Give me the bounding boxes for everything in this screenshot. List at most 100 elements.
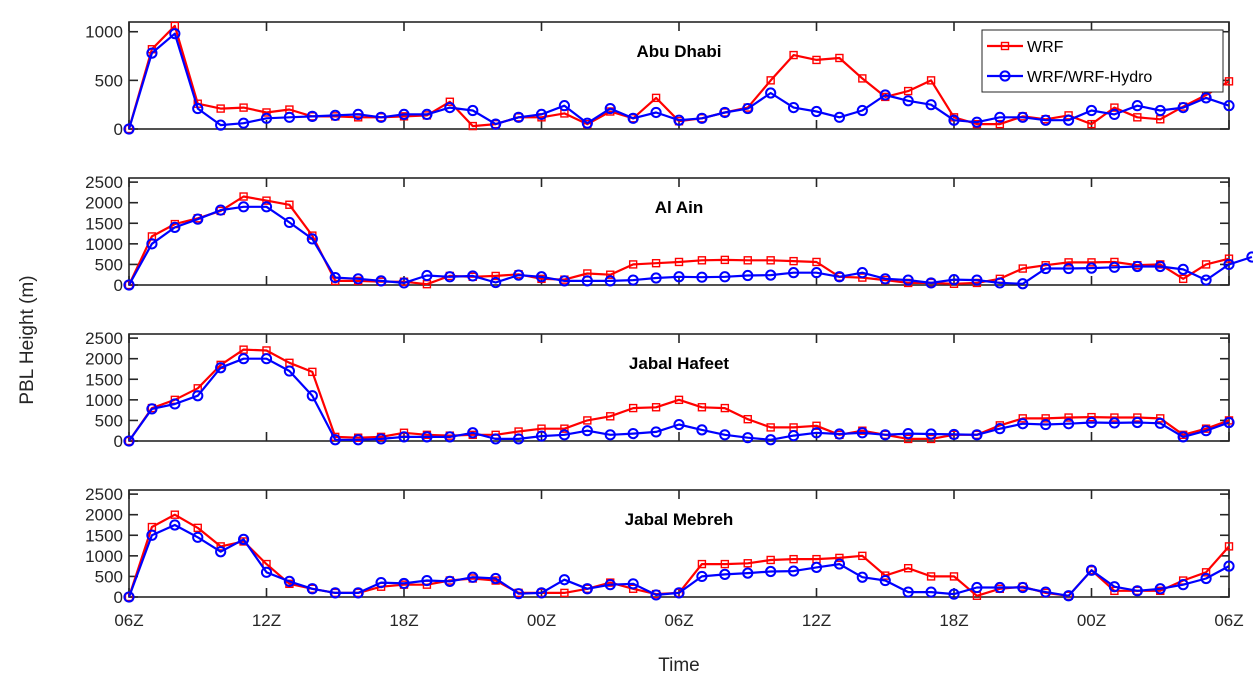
data-point — [170, 510, 180, 519]
data-point — [1018, 264, 1027, 273]
data-point — [123, 591, 135, 603]
data-point — [628, 260, 638, 269]
data-point — [697, 256, 707, 265]
data-point — [810, 561, 823, 573]
data-point — [650, 589, 662, 601]
data-point — [1223, 100, 1235, 112]
data-point — [192, 390, 204, 402]
data-point — [1108, 417, 1121, 429]
data-point — [558, 429, 571, 441]
y-tick-label: 2000 — [85, 506, 123, 525]
data-point — [169, 28, 181, 40]
data-point — [948, 428, 960, 441]
data-point — [329, 271, 341, 284]
data-point — [879, 429, 891, 441]
data-point — [1201, 260, 1211, 269]
data-point — [512, 588, 525, 600]
data-point — [742, 567, 754, 579]
data-point — [375, 275, 387, 287]
data-point — [720, 403, 730, 413]
data-point — [1017, 581, 1029, 594]
y-tick-label: 500 — [95, 71, 123, 90]
data-point — [512, 111, 525, 123]
data-point — [627, 112, 639, 124]
axes-frame — [128, 333, 1230, 442]
data-point — [902, 95, 914, 107]
y-tick-label: 2000 — [85, 350, 123, 369]
y-tick-label: 0 — [114, 432, 123, 451]
data-point — [650, 426, 662, 438]
data-point — [787, 102, 800, 114]
data-point — [239, 192, 248, 201]
data-point — [903, 86, 913, 96]
data-point — [651, 403, 661, 412]
data-point — [1062, 590, 1075, 602]
data-point — [260, 566, 273, 578]
data-point — [262, 108, 271, 117]
y-tick-label: 0 — [114, 588, 123, 607]
data-point — [604, 102, 616, 115]
data-point — [604, 579, 616, 591]
series-line — [128, 357, 1230, 442]
data-point — [490, 276, 502, 289]
data-point — [421, 108, 433, 121]
data-point — [651, 258, 661, 268]
data-point — [994, 581, 1006, 594]
data-point — [879, 273, 891, 285]
data-point — [1110, 257, 1119, 267]
y-tick-label: 0 — [114, 120, 123, 139]
data-point — [650, 106, 662, 119]
data-point — [833, 558, 846, 570]
data-point — [1040, 418, 1052, 431]
data-point — [215, 204, 227, 216]
data-point — [673, 418, 685, 431]
data-point — [1108, 108, 1121, 121]
data-point — [879, 574, 891, 587]
data-point — [421, 431, 433, 443]
y-tick-label: 1000 — [85, 23, 123, 42]
data-point — [490, 433, 502, 445]
x-tick-label: 06Z — [664, 611, 693, 630]
data-point — [1154, 417, 1166, 429]
data-point — [124, 592, 134, 602]
data-point — [192, 531, 204, 543]
data-point — [1085, 416, 1098, 429]
panel-title: Jabal Hafeet — [629, 354, 729, 373]
data-point — [283, 575, 296, 587]
data-point — [1156, 414, 1165, 423]
data-point — [1017, 278, 1029, 290]
data-point — [720, 559, 730, 569]
data-point — [789, 554, 798, 564]
series-wrf-wrf-hydro — [123, 201, 1253, 291]
data-point — [1133, 413, 1142, 422]
data-point — [926, 572, 936, 581]
data-point — [1110, 103, 1119, 112]
data-point — [306, 233, 318, 245]
data-point — [169, 398, 181, 410]
data-point — [1177, 263, 1189, 275]
y-tick-label: 0 — [114, 276, 123, 295]
data-point — [925, 428, 937, 440]
data-point — [971, 429, 983, 441]
data-point — [352, 273, 364, 285]
data-point — [1062, 262, 1075, 275]
data-point — [283, 111, 296, 123]
data-point — [856, 571, 868, 583]
data-point — [903, 563, 913, 573]
data-point — [1018, 414, 1027, 423]
data-point — [467, 427, 479, 439]
data-point — [948, 588, 960, 600]
y-axis-label: PBL Height (m) — [17, 275, 38, 404]
data-point — [581, 117, 593, 129]
data-point — [833, 428, 846, 440]
axes-frame — [128, 489, 1230, 598]
data-point — [696, 271, 708, 283]
data-point — [674, 395, 684, 405]
data-point — [1177, 431, 1189, 443]
data-point — [1064, 111, 1073, 120]
data-point — [375, 111, 387, 123]
data-point — [627, 427, 639, 440]
series-line — [128, 348, 1230, 442]
data-point — [1087, 119, 1096, 129]
